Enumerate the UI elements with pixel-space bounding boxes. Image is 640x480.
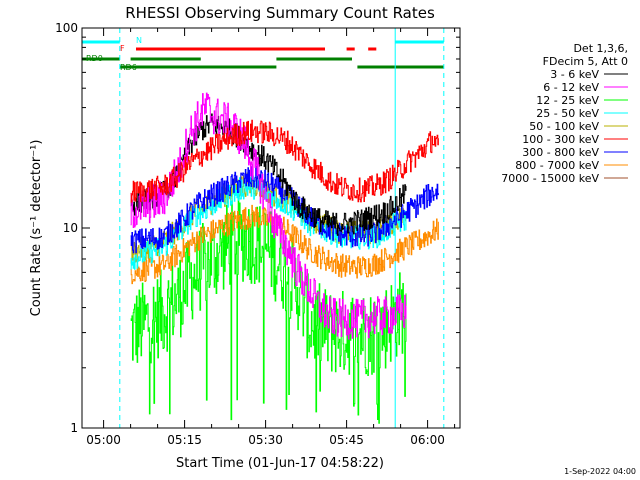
y-axis-label: Count Rate (s⁻¹ detector⁻¹) <box>29 140 44 317</box>
series-line-0 <box>130 113 407 236</box>
legend-entry-3: 25 - 50 keV <box>536 107 599 120</box>
legend-entry-5: 100 - 300 keV <box>522 133 599 146</box>
x-tick-label-3: 05:45 <box>329 433 364 447</box>
x-axis: 05:00 05:15 05:30 05:45 06:00 <box>86 28 456 447</box>
x-tick-label-0: 05:00 <box>86 433 121 447</box>
y-tick-label-0: 1 <box>70 421 78 435</box>
footer-timestamp: 1-Sep-2022 04:00 <box>564 467 636 476</box>
legend-entry-1: 6 - 12 keV <box>543 81 599 94</box>
x-tick-label-1: 05:15 <box>167 433 202 447</box>
state-bars: N F RD0 RD6 <box>82 36 444 72</box>
y-tick-label-2: 100 <box>55 21 78 35</box>
chart-title: RHESSI Observing Summary Count Rates <box>125 4 435 22</box>
legend-entry-4: 50 - 100 keV <box>529 120 599 133</box>
series-line-7 <box>130 204 439 285</box>
y-tick-label-1: 10 <box>63 221 78 235</box>
state-bar-label-rd0: RD0 <box>86 54 103 63</box>
series-line-6 <box>130 165 439 254</box>
y-axis: 1 10 100 <box>55 21 460 435</box>
legend-entry-7: 800 - 7000 keV <box>515 159 599 172</box>
series-layer <box>130 92 439 424</box>
legend-header-0: Det 1,3,6, <box>573 42 628 55</box>
state-bar-label-f: F <box>120 44 125 53</box>
legend-entry-2: 12 - 25 keV <box>536 94 599 107</box>
x-tick-label-2: 05:30 <box>248 433 283 447</box>
x-tick-label-4: 06:00 <box>410 433 445 447</box>
legend-header-1: FDecim 5, Att 0 <box>543 55 628 68</box>
state-bar-label-n: N <box>136 36 142 45</box>
legend-entry-0: 3 - 6 keV <box>550 68 599 81</box>
series-line-5 <box>130 119 439 203</box>
legend-entry-6: 300 - 800 keV <box>522 146 599 159</box>
state-bar-label-rd6: RD6 <box>120 63 137 72</box>
x-axis-label: Start Time (01-Jun-17 04:58:22) <box>176 456 384 471</box>
legend-entry-8: 7000 - 15000 keV <box>501 172 599 185</box>
